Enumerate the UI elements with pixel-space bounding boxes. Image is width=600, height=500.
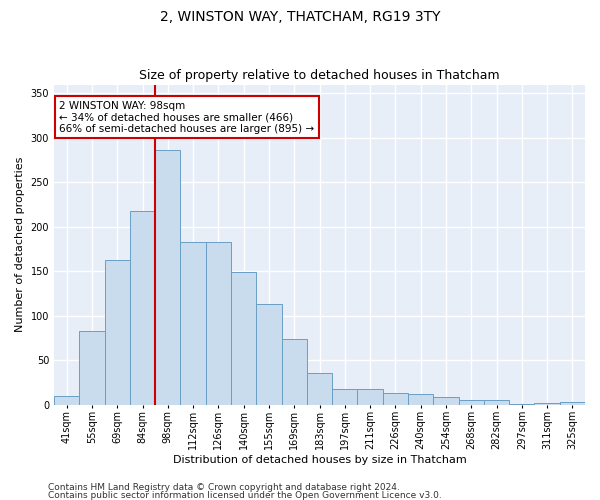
Bar	[535, 402, 560, 404]
Text: 2 WINSTON WAY: 98sqm
← 34% of detached houses are smaller (466)
66% of semi-deta: 2 WINSTON WAY: 98sqm ← 34% of detached h…	[59, 100, 314, 134]
Bar	[560, 402, 585, 404]
Title: Size of property relative to detached houses in Thatcham: Size of property relative to detached ho…	[139, 69, 500, 82]
Bar	[79, 330, 104, 404]
Bar	[281, 338, 307, 404]
Bar	[104, 260, 130, 404]
Bar	[256, 304, 281, 404]
Bar	[155, 150, 181, 404]
Bar	[54, 396, 79, 404]
Bar	[458, 400, 484, 404]
Bar	[231, 272, 256, 404]
Bar	[181, 242, 206, 404]
Bar	[130, 211, 155, 404]
Bar	[332, 390, 358, 404]
Bar	[408, 394, 433, 404]
Bar	[358, 390, 383, 404]
X-axis label: Distribution of detached houses by size in Thatcham: Distribution of detached houses by size …	[173, 455, 466, 465]
Text: Contains public sector information licensed under the Open Government Licence v3: Contains public sector information licen…	[48, 490, 442, 500]
Bar	[433, 398, 458, 404]
Y-axis label: Number of detached properties: Number of detached properties	[15, 157, 25, 332]
Text: 2, WINSTON WAY, THATCHAM, RG19 3TY: 2, WINSTON WAY, THATCHAM, RG19 3TY	[160, 10, 440, 24]
Bar	[484, 400, 509, 404]
Bar	[206, 242, 231, 404]
Bar	[383, 393, 408, 404]
Text: Contains HM Land Registry data © Crown copyright and database right 2024.: Contains HM Land Registry data © Crown c…	[48, 484, 400, 492]
Bar	[307, 374, 332, 404]
